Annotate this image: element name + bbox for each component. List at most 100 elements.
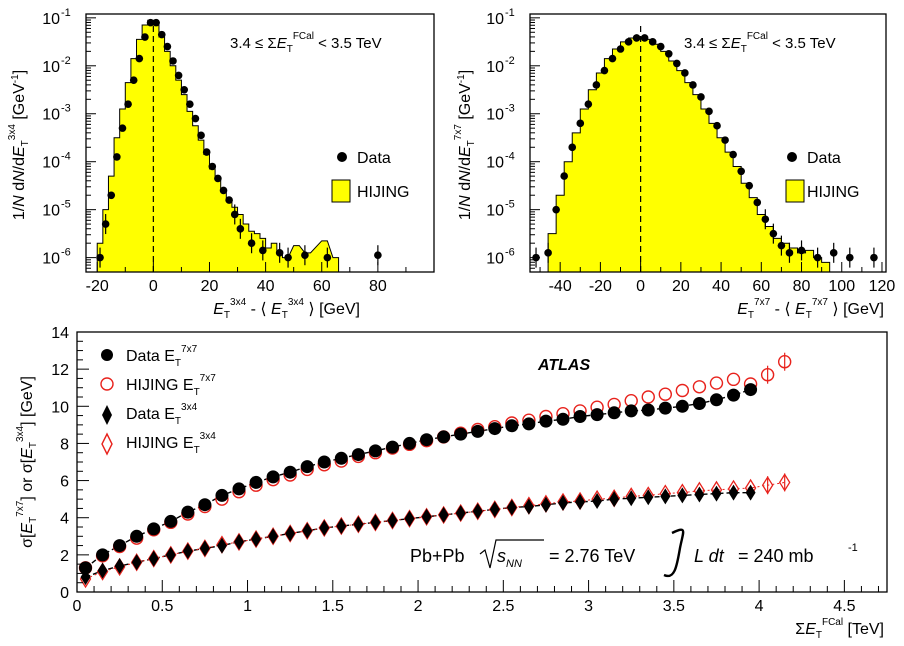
data-fit-curve <box>85 388 751 569</box>
sqrt-s-nn: sNN <box>497 546 522 570</box>
panel-top-right: -40 -20 0 20 40 60 80 100 120 10-610-510-410-310… <box>453 7 895 321</box>
data-point <box>169 57 177 65</box>
y-tick-label: 12 <box>51 362 69 379</box>
data-point <box>129 76 138 84</box>
y-tick-exponent: -3 <box>505 103 515 115</box>
legend-marker-data-7x7 <box>101 349 113 361</box>
y-tick-label: 14 <box>51 325 69 342</box>
data-point <box>275 249 284 257</box>
data-point <box>80 569 91 586</box>
data-point <box>870 253 878 262</box>
x-tick-label: 0 <box>149 278 158 295</box>
y-tick-exponent: -4 <box>61 151 71 163</box>
y-tick-label: 6 <box>60 474 69 491</box>
y-tick-label: 10 <box>486 59 504 76</box>
x-tick-label: 20 <box>672 278 690 295</box>
data-point <box>624 38 633 46</box>
data-point <box>455 505 466 522</box>
y-tick-label: 10 <box>486 107 504 124</box>
data-point <box>284 253 292 262</box>
data-point <box>374 251 382 260</box>
data-point <box>584 100 593 108</box>
data-point <box>576 119 585 128</box>
y-tick-label: 10 <box>486 155 504 172</box>
data-point <box>370 514 381 531</box>
data-point <box>681 69 689 77</box>
data-point <box>575 493 586 510</box>
data-point <box>131 554 142 571</box>
data-point <box>300 460 314 474</box>
legend-label-data-7x7: Data ET7x7 <box>126 344 198 369</box>
x-tick-label: 4 <box>755 598 764 615</box>
data-point <box>165 546 176 563</box>
data-point <box>180 85 189 94</box>
x-tick-label: 0 <box>636 278 645 295</box>
data-point <box>745 484 756 501</box>
data-point <box>778 473 791 492</box>
data-point <box>97 562 108 579</box>
data-point <box>403 436 417 450</box>
data-point <box>118 124 127 132</box>
data-point <box>96 548 110 562</box>
x-ticks: -20 0 20 40 60 80 <box>86 262 435 295</box>
data-point <box>721 136 729 144</box>
x-axis-label: ET3x4 - ⟨ ET3x4 ⟩ [GeV] <box>213 297 360 321</box>
data-point <box>675 383 690 398</box>
y-tick-exponent: -1 <box>505 7 515 19</box>
data-point <box>164 514 178 528</box>
data-point <box>592 493 603 509</box>
data-point <box>523 498 534 515</box>
data-point <box>658 401 672 415</box>
data-point <box>641 390 655 404</box>
data-point <box>540 496 551 513</box>
legend-label-hijing-3x4: HIJING ET3x4 <box>126 431 216 456</box>
y-tick-label: 8 <box>60 436 69 453</box>
data-point <box>353 516 364 533</box>
legend-label-hijing: HIJING <box>357 184 409 201</box>
data-point <box>568 143 577 152</box>
lumi-integrand: L dt <box>694 546 725 566</box>
legend-marker-hijing-7x7 <box>100 377 114 391</box>
data-point <box>101 220 110 228</box>
data-point <box>234 533 244 550</box>
atlas-label: ATLAS <box>537 357 590 374</box>
data-point <box>437 430 451 444</box>
y-tick-exponent: -6 <box>61 247 71 259</box>
x-tick-label: 60 <box>313 278 331 295</box>
data-point <box>745 181 754 190</box>
x-tick-label: 1 <box>243 598 252 615</box>
data-point <box>709 393 723 407</box>
data-point <box>404 510 415 527</box>
data-point <box>114 558 125 574</box>
integral-sign <box>663 528 685 578</box>
y-tick-label: 10 <box>42 11 60 28</box>
y-tick-label: 10 <box>42 155 60 172</box>
y-tick-label: 10 <box>42 203 60 220</box>
data-point <box>769 229 778 238</box>
data-point <box>113 539 127 553</box>
data-point <box>163 42 172 51</box>
data-point <box>96 253 104 262</box>
data-point <box>641 403 655 417</box>
data-point <box>215 488 229 502</box>
data-point <box>711 485 722 502</box>
data-point <box>592 81 601 89</box>
x-tick-label: 80 <box>793 278 811 295</box>
y-tick-exponent: -1 <box>61 7 71 19</box>
y-tick-exponent: -4 <box>505 151 515 163</box>
x-axis-label: ET7x7 - ⟨ ET7x7 ⟩ [GeV] <box>737 297 884 321</box>
data-point <box>785 249 794 257</box>
legend-swatch-hijing <box>331 179 351 203</box>
data-point <box>216 537 227 554</box>
data-point <box>656 42 665 51</box>
data-point <box>643 489 654 506</box>
data-point <box>266 470 280 484</box>
y-tick-label: 4 <box>60 511 69 528</box>
data-point <box>249 475 263 489</box>
legend-swatch-hijing <box>785 179 805 203</box>
y-tick-label: 10 <box>486 251 504 268</box>
data-point <box>608 54 617 63</box>
data-point <box>560 172 568 180</box>
data-point <box>556 412 570 426</box>
